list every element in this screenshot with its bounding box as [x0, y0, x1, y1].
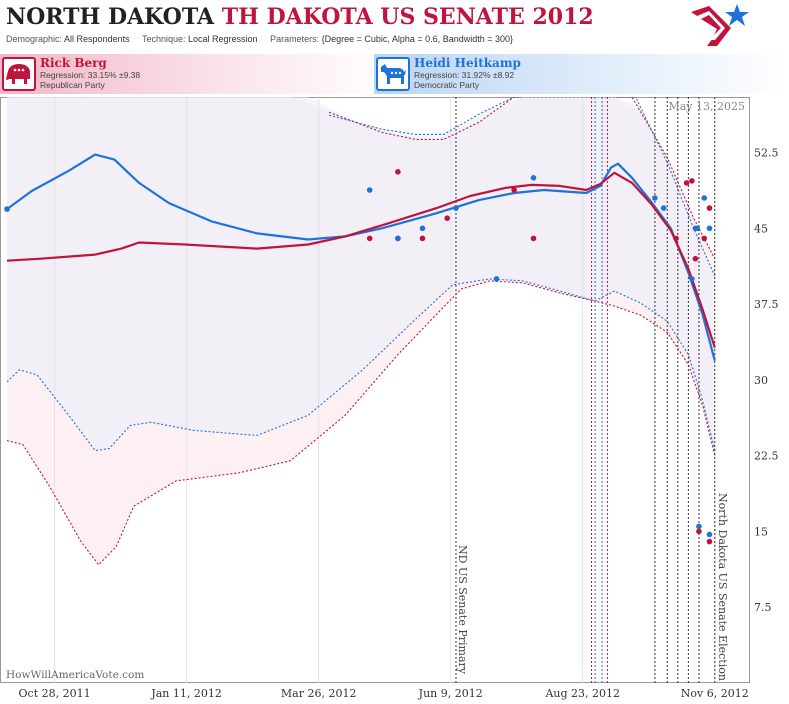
poll-point: [694, 225, 700, 232]
candidate-party: Republican Party: [40, 80, 105, 90]
x-tick-label: Nov 6, 2012: [681, 687, 749, 700]
poll-point: [366, 187, 373, 193]
poll-point: [701, 235, 707, 242]
y-tick-label: 7.5: [754, 601, 772, 614]
poll-point: [706, 538, 713, 545]
poll-chart: ND US Senate Primary North Dakota US Sena…: [0, 97, 779, 700]
watermark: HowWillAmericaVote.com: [6, 669, 144, 681]
x-tick-label: Jun 9, 2012: [418, 687, 483, 700]
x-tick-label: Mar 26, 2012: [281, 687, 357, 700]
elephant-icon: [2, 57, 36, 91]
poll-point: [701, 195, 707, 201]
poll-point: [683, 180, 690, 186]
poll-point: [692, 255, 699, 262]
x-tick-label: Oct 28, 2011: [19, 687, 91, 700]
poll-point: [4, 206, 10, 212]
x-tick-label: Jan 11, 2012: [150, 687, 222, 700]
candidate-card-heidi-heitkamp: Heidi Heitkamp Regression: 31.92% ±8.92 …: [374, 54, 788, 94]
header: NORTH DAKOTA TH DAKOTA US SENATE 2012 De…: [0, 0, 789, 52]
lower-bound-line: [6, 278, 716, 452]
poll-point: [395, 169, 401, 175]
donkey-icon: [376, 57, 410, 91]
candidate-party: Democratic Party: [414, 80, 480, 90]
upper-bound-line: [329, 97, 716, 259]
title-race: TH DAKOTA US SENATE 2012: [221, 4, 594, 30]
y-tick-label: 30: [754, 374, 768, 387]
candidate-name: Heidi Heitkamp: [414, 56, 521, 70]
poll-point: [673, 235, 679, 242]
poll-point: [706, 205, 713, 211]
x-tick-label: Aug 23, 2012: [544, 687, 620, 700]
candidate-name: Rick Berg: [40, 56, 107, 70]
candidate-regression: Regression: 33.15% ±9.38: [40, 70, 141, 80]
parameters-value: {Degree = Cubic, Alpha = 0.6, Bandwidth …: [321, 34, 513, 44]
parameters-label: Parameters:: [270, 34, 320, 44]
y-tick-label: 45: [754, 222, 768, 235]
poll-point: [493, 276, 500, 282]
poll-point: [660, 205, 667, 211]
demographic-label: Demographic:: [6, 34, 63, 44]
y-tick-label: 15: [754, 525, 768, 538]
poll-point: [696, 528, 702, 535]
title-state: NORTH DAKOTA: [6, 4, 215, 30]
poll-point: [366, 235, 373, 242]
poll-point: [689, 276, 695, 282]
candidate-regression: Regression: 31.92% ±8.92: [414, 70, 515, 80]
poll-point: [395, 235, 401, 242]
lower-bound-line: [6, 280, 716, 566]
demographic-value: All Respondents: [64, 34, 130, 44]
poll-point: [689, 178, 695, 184]
trend-line: [6, 171, 716, 348]
technique-value: Local Regression: [188, 34, 258, 44]
candidate-card-rick-berg: Rick Berg Regression: 33.15% ±9.38 Repub…: [0, 54, 394, 94]
poll-point: [419, 225, 426, 232]
parameters-line: Demographic: All Respondents Technique: …: [6, 34, 513, 44]
date-stamp: May 13, 2025: [668, 100, 745, 113]
poll-point: [530, 175, 537, 181]
poll-point: [530, 235, 537, 242]
annotation-label: North Dakota US Senate Election: [716, 493, 729, 681]
poll-point: [453, 205, 459, 211]
page-title: NORTH DAKOTA TH DAKOTA US SENATE 2012: [6, 4, 594, 30]
upper-bound-line: [329, 97, 716, 277]
technique-label: Technique:: [141, 34, 186, 44]
annotation-label: ND US Senate Primary: [456, 545, 469, 675]
site-logo-icon: [691, 4, 749, 46]
y-tick-label: 22.5: [754, 450, 779, 463]
poll-point: [706, 531, 713, 538]
poll-point: [652, 195, 658, 201]
poll-point: [419, 235, 426, 242]
poll-point: [444, 215, 451, 221]
y-tick-label: 52.5: [754, 147, 779, 160]
poll-point: [706, 225, 713, 232]
poll-point: [511, 187, 517, 193]
y-tick-label: 37.5: [754, 298, 779, 311]
poll-point: [696, 523, 702, 530]
